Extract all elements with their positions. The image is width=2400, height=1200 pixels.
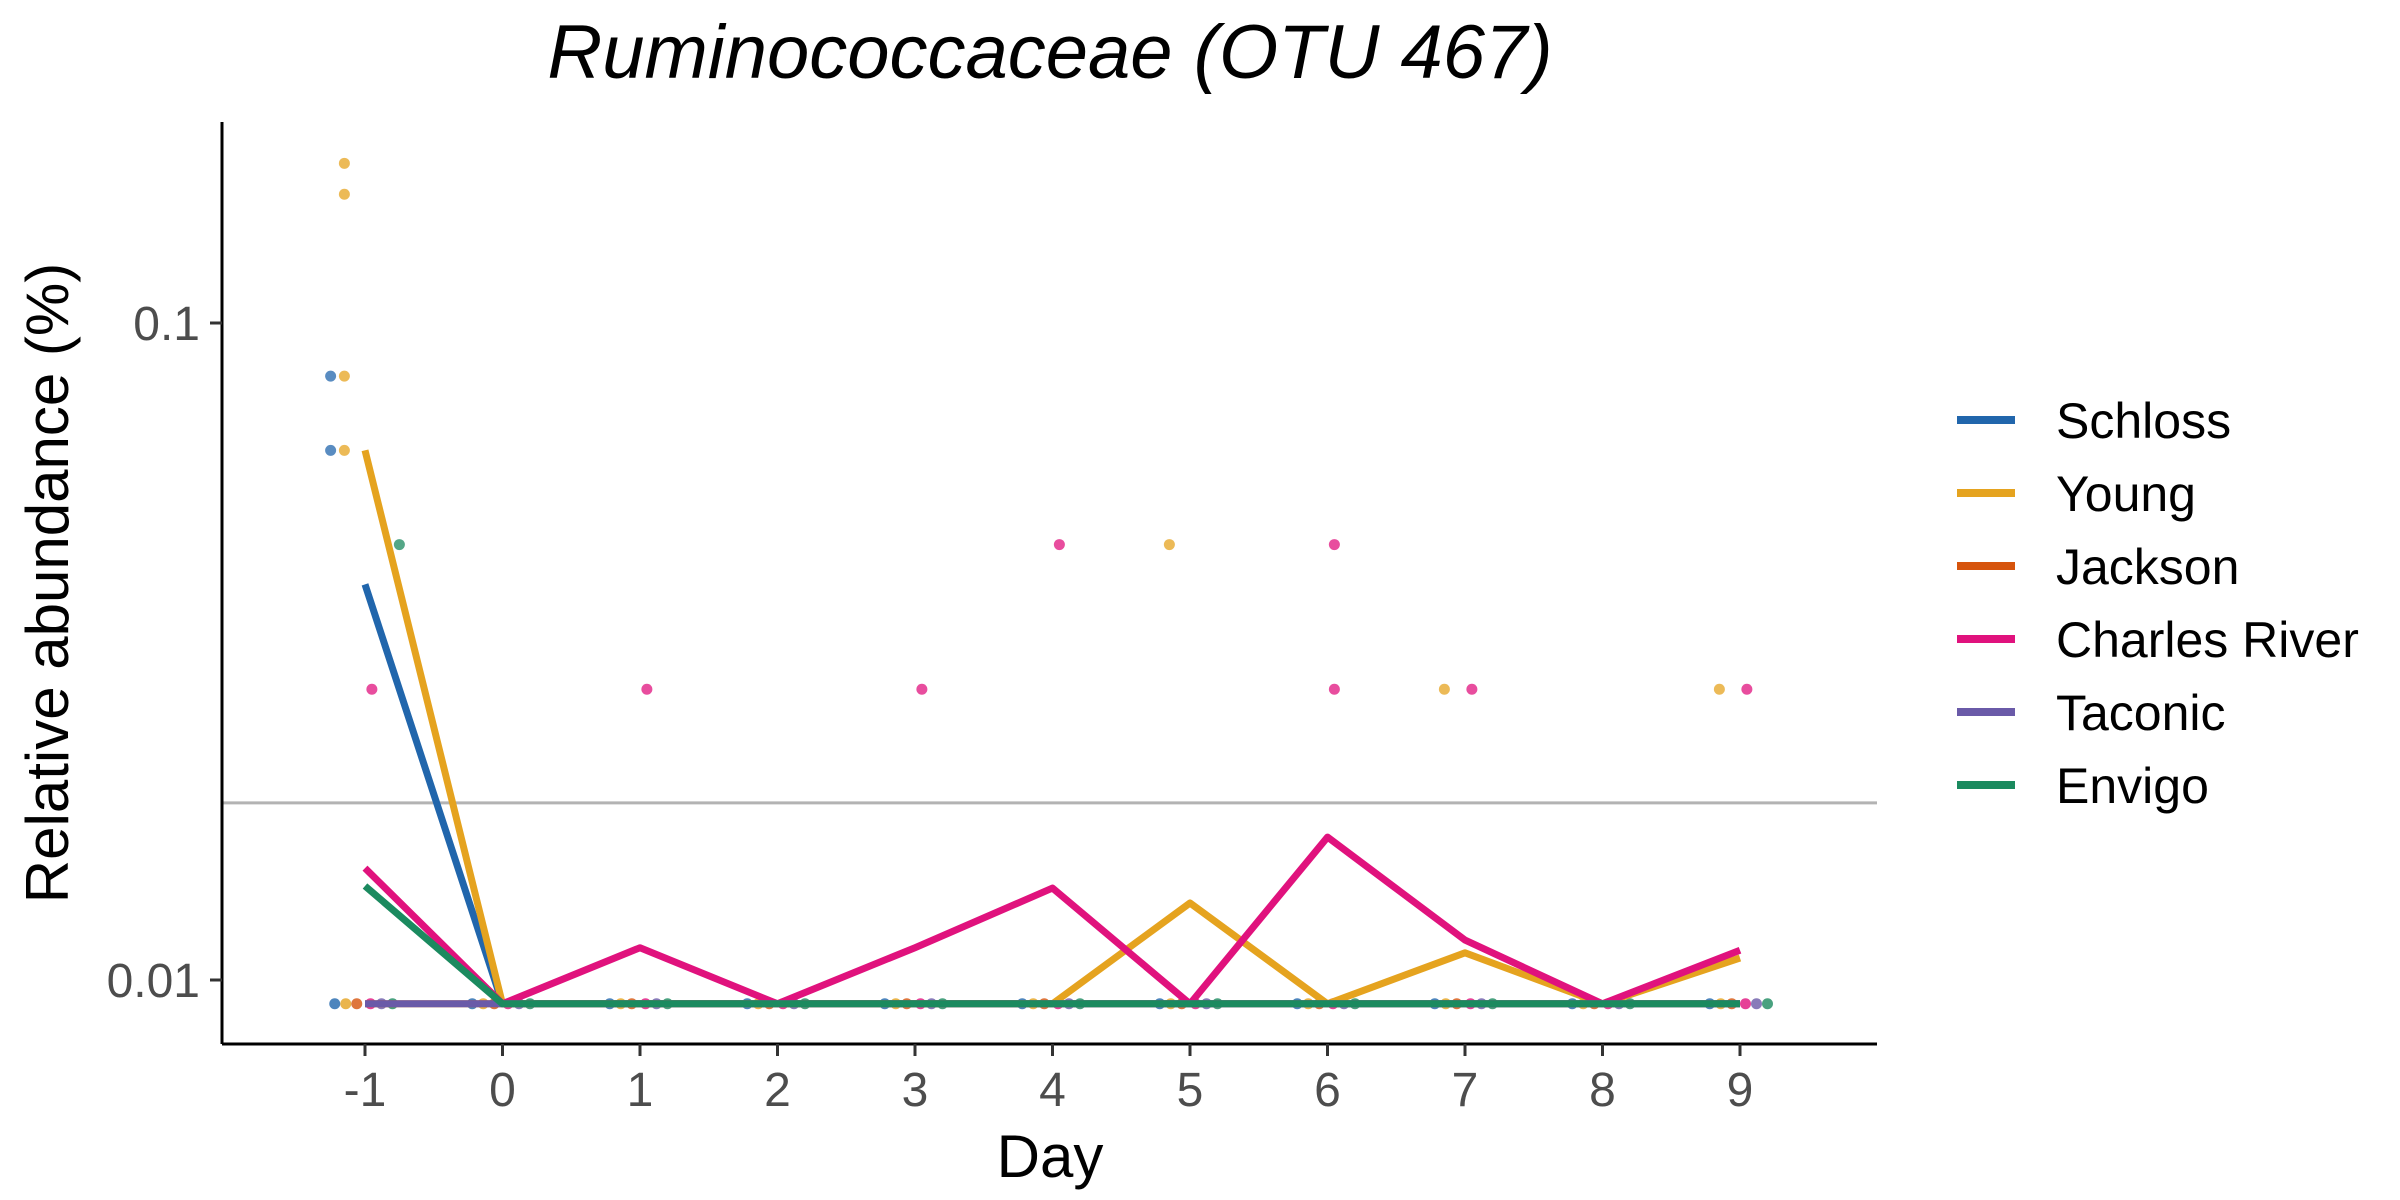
legend-label-schloss: Schloss: [2056, 393, 2231, 449]
legend-label-jackson: Jackson: [2056, 539, 2239, 595]
baseline-point-young: [340, 998, 352, 1010]
baseline-point-schloss: [329, 998, 341, 1010]
x-axis-title: Day: [997, 1123, 1104, 1190]
x-tick-label: -1: [344, 1064, 387, 1117]
data-point-schloss: [325, 444, 337, 456]
x-tick-label: 9: [1727, 1064, 1754, 1117]
legend: Schloss Young Jackson Charles River Taconic E…: [1957, 393, 2359, 814]
y-tick-label: 0.01: [107, 955, 200, 1008]
x-tick-label: 7: [1452, 1064, 1479, 1117]
series-line-envigo: [362, 883, 1740, 1008]
x-tick-label: 6: [1314, 1064, 1341, 1117]
data-point-young: [338, 157, 350, 169]
data-point-charles-river: [641, 683, 653, 695]
data-point-schloss: [325, 370, 337, 382]
x-axis-ticks: -1 0 1 2 3 4 5 6 7 8 9: [344, 1044, 1754, 1117]
chart-title: Ruminococcaceae (OTU 467): [547, 10, 1552, 95]
x-tick-label: 5: [1177, 1064, 1204, 1117]
data-point-charles-river: [366, 683, 378, 695]
data-point-charles-river: [1328, 539, 1340, 551]
baseline-point-jackson: [351, 998, 363, 1010]
baseline-point-taconic: [1751, 998, 1762, 1010]
y-axis-ticks: 0.1 0.01: [107, 298, 222, 1008]
data-point-charles-river: [1466, 683, 1478, 695]
data-point-young: [1438, 683, 1450, 695]
data-point-young: [338, 370, 350, 382]
data-point-young: [1713, 683, 1725, 695]
series-line-young: [361, 449, 1742, 1008]
data-point-envigo: [393, 539, 405, 551]
data-point-charles-river: [1741, 683, 1753, 695]
x-tick-label: 3: [902, 1064, 929, 1117]
data-point-young: [338, 444, 350, 456]
x-tick-label: 2: [764, 1064, 791, 1117]
data-point-young: [338, 188, 350, 200]
baseline-point-envigo: [1762, 998, 1773, 1010]
baseline-point-charles-river: [1740, 998, 1751, 1010]
data-point-charles-river: [1053, 539, 1065, 551]
data-point-charles-river: [1328, 683, 1340, 695]
legend-label-envigo: Envigo: [2056, 758, 2209, 814]
legend-label-charles-river: Charles River: [2056, 612, 2359, 668]
series-line-schloss: [361, 583, 1740, 1008]
x-tick-label: 0: [489, 1064, 516, 1117]
data-point-charles-river: [916, 683, 928, 695]
series-line-charles-river: [362, 833, 1742, 1008]
y-axis-title: Relative abundance (%): [14, 263, 81, 903]
x-tick-label: 8: [1589, 1064, 1616, 1117]
legend-label-taconic: Taconic: [2056, 685, 2226, 741]
legend-label-young: Young: [2056, 466, 2196, 522]
y-tick-label: 0.1: [133, 298, 200, 351]
plot-area: [222, 157, 1877, 1010]
x-tick-label: 4: [1039, 1064, 1066, 1117]
x-tick-label: 1: [627, 1064, 654, 1117]
data-point-young: [1163, 539, 1175, 551]
